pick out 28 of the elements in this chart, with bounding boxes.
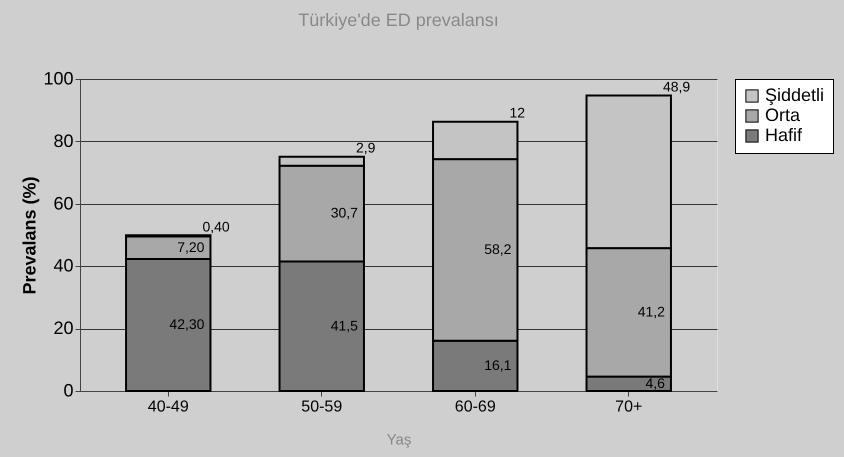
chart-title: Türkiye'de ED prevalansı [298, 10, 499, 30]
data-label: 48,9 [662, 78, 690, 95]
legend-label: Hafif [765, 125, 804, 145]
y-tick-label: 60 [53, 193, 74, 214]
data-label: 7,20 [177, 238, 205, 255]
x-tick-label: 40-49 [148, 398, 189, 416]
x-tick-label: 70+ [615, 398, 642, 416]
y-tick-label: 80 [53, 130, 74, 151]
data-label: 41,5 [330, 317, 358, 334]
data-label: 0,40 [202, 218, 230, 234]
x-tick-label: 60-69 [454, 398, 496, 416]
data-label: 2,9 [356, 140, 376, 156]
y-tick-label: 40 [53, 256, 74, 276]
y-tick-label: 0 [63, 380, 74, 400]
data-label: 30,7 [330, 204, 358, 221]
data-label: 4,6 [645, 374, 666, 391]
legend-label: Şiddetli [765, 85, 824, 105]
data-label: 41,2 [638, 303, 666, 320]
data-label: 16,1 [484, 356, 512, 373]
y-tick-label: 100 [43, 68, 74, 88]
y-axis-title: Prevalans (%) [19, 176, 40, 295]
x-tick-label: 50-59 [301, 398, 342, 416]
data-label: 58,2 [484, 240, 512, 257]
data-label: 12 [509, 104, 526, 121]
x-axis-title: Yaş [386, 432, 412, 448]
y-tick-label: 20 [53, 318, 74, 338]
legend-label: Orta [765, 105, 801, 125]
data-label: 42,30 [169, 316, 205, 332]
